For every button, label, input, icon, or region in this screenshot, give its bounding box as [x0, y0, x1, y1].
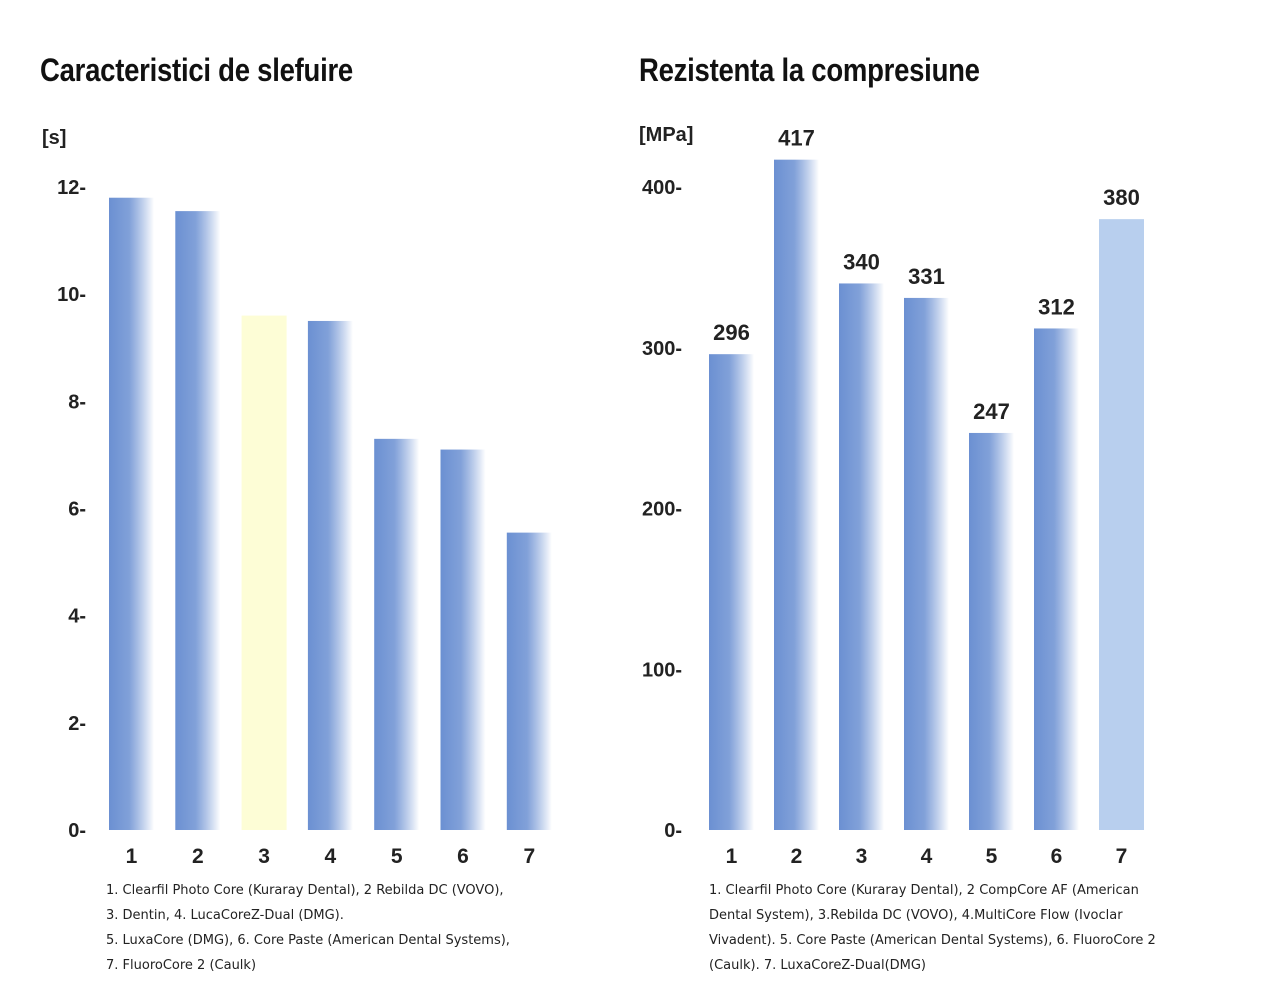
- chart-title: Caracteristici de slefuire: [40, 52, 353, 88]
- x-tick-label: 1: [126, 845, 138, 868]
- data-label: 380: [1103, 185, 1140, 210]
- bar-2: [175, 211, 221, 831]
- x-tick-label: 7: [523, 845, 535, 868]
- bar-1: [709, 354, 754, 830]
- bar-3: [241, 315, 287, 831]
- y-tick-label: 6-: [68, 499, 86, 521]
- bar-4: [904, 297, 949, 831]
- x-tick-label: 7: [1116, 845, 1128, 868]
- x-tick-label: 6: [457, 845, 469, 868]
- bar-1: [109, 197, 154, 830]
- x-tick-label: 1: [726, 845, 738, 868]
- data-label: 331: [908, 264, 945, 289]
- y-tick-label: 0-: [68, 820, 86, 842]
- footnote-line: 7. FluoroCore 2 (Caulk): [106, 958, 257, 973]
- bar-2: [774, 159, 819, 831]
- chart-panel-compression: Rezistenta la compresiune [MPa] 0- 100- 200…: [620, 0, 1265, 1000]
- bar-4: [307, 320, 353, 830]
- y-tick-label: 10-: [57, 284, 86, 306]
- x-tick-label: 6: [1051, 845, 1063, 868]
- x-tick-label: 2: [192, 845, 204, 868]
- footnote-line: 3. Dentin, 4. LucaCoreZ-Dual (DMG).: [106, 908, 344, 923]
- footnote-line: 1. Clearfil Photo Core (Kuraray Dental),…: [709, 883, 1139, 898]
- bar-6: [1034, 328, 1079, 830]
- bar-5: [969, 432, 1014, 830]
- x-tick-label: 3: [856, 845, 868, 868]
- footnote-line: (Caulk). 7. LuxaCoreZ-Dual(DMG): [709, 958, 927, 973]
- y-tick-label: 2-: [68, 713, 86, 735]
- footnote-line: Vivadent). 5. Core Paste (American Denta…: [709, 933, 1156, 948]
- x-tick-label: 2: [791, 845, 803, 868]
- bar-7: [1099, 219, 1144, 830]
- y-axis-label: [MPa]: [639, 124, 693, 146]
- bar-5: [374, 438, 420, 830]
- y-tick-label: 4-: [68, 606, 86, 628]
- bar-6: [440, 449, 486, 830]
- chart-title: Rezistenta la compresiune: [639, 52, 980, 88]
- data-label: 247: [973, 399, 1010, 424]
- bar-chart-compression: [MPa] 0- 100- 200- 300- 400- 296 1 417 2 340 3 331 4 2…: [639, 124, 1144, 868]
- x-tick-label: 5: [986, 845, 998, 868]
- y-tick-label: 300-: [642, 338, 682, 360]
- x-tick-label: 4: [921, 845, 933, 868]
- data-label: 417: [778, 126, 815, 151]
- y-tick-label: 8-: [68, 391, 86, 413]
- bar-chart-grinding: [s] 0- 2- 4- 6- 8- 10- 12- 1 2 3 4 5 6 7: [42, 127, 552, 868]
- bar-7: [506, 532, 552, 830]
- y-axis-label: [s]: [42, 127, 66, 149]
- y-tick-label: 400-: [642, 177, 682, 199]
- data-label: 340: [843, 249, 880, 274]
- y-tick-label: 100-: [642, 659, 682, 681]
- chart-footnote: 1. Clearfil Photo Core (Kuraray Dental),…: [106, 878, 586, 978]
- footnote-line: 5. LuxaCore (DMG), 6. Core Paste (Americ…: [106, 933, 510, 948]
- data-label: 312: [1038, 294, 1075, 319]
- x-tick-label: 5: [391, 845, 403, 868]
- chart-panel-grinding: Caracteristici de slefuire [s] 0- 2- 4- 6- 8-…: [0, 0, 620, 1000]
- footnote-line: 1. Clearfil Photo Core (Kuraray Dental),…: [106, 883, 504, 898]
- y-tick-label: 200-: [642, 499, 682, 521]
- x-tick-label: 4: [325, 845, 337, 868]
- chart-footnote: 1. Clearfil Photo Core (Kuraray Dental),…: [709, 878, 1199, 978]
- y-tick-label: 12-: [57, 177, 86, 199]
- footnote-line: Dental System), 3.Rebilda DC (VOVO), 4.M…: [709, 908, 1123, 923]
- x-tick-label: 3: [258, 845, 270, 868]
- data-label: 296: [713, 320, 750, 345]
- y-tick-label: 0-: [664, 820, 682, 842]
- bar-3: [839, 283, 884, 830]
